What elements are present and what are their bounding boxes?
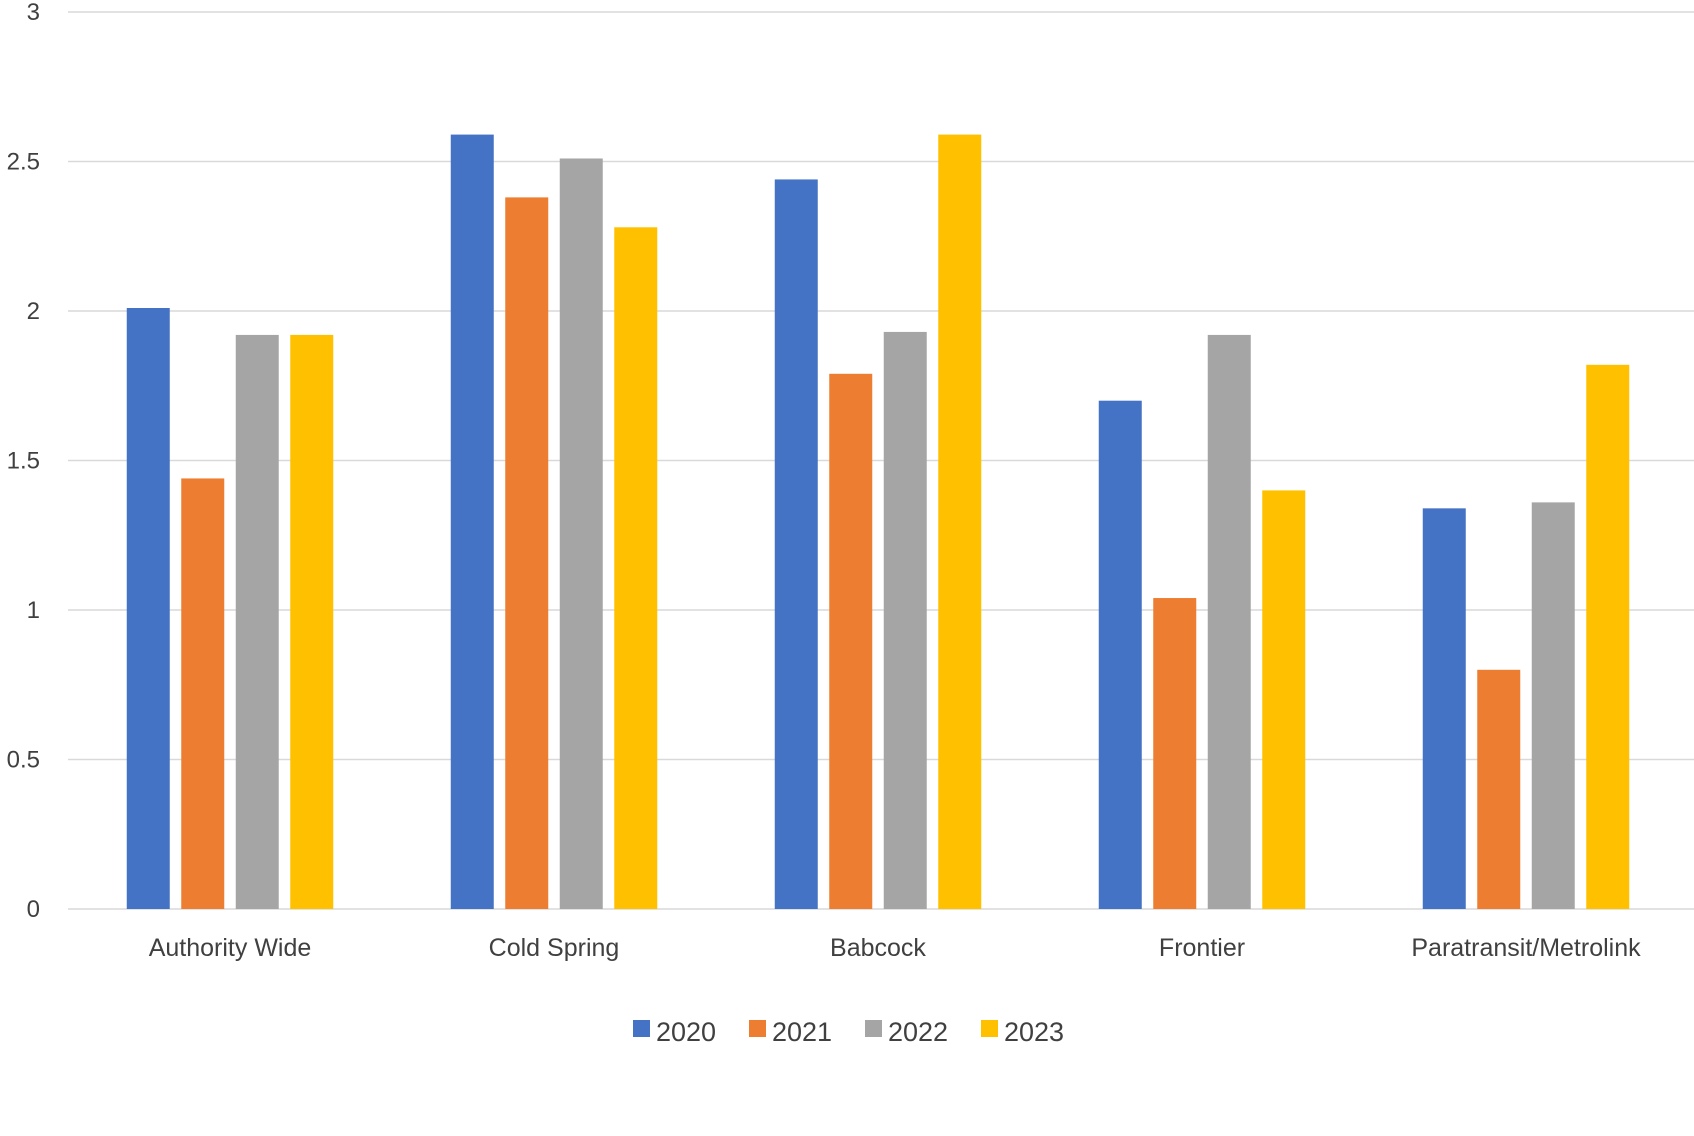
bar [1586, 364, 1630, 909]
legend-label: 2020 [656, 1017, 716, 1047]
bar [450, 134, 494, 910]
bar [614, 227, 658, 909]
legend-swatch [981, 1020, 998, 1037]
y-tick-label: 1 [27, 597, 40, 624]
bar [938, 134, 982, 910]
legend-swatch [865, 1020, 882, 1037]
bar [1262, 490, 1306, 909]
bar [1207, 334, 1251, 909]
bar [235, 334, 279, 909]
legend-label: 2022 [888, 1017, 948, 1047]
bar [559, 158, 603, 909]
bars [126, 134, 1630, 910]
bar [290, 334, 334, 909]
bar [829, 373, 873, 909]
legend-swatch [749, 1020, 766, 1037]
y-tick-label: 0.5 [7, 747, 40, 774]
legend: 2020 2021 2022 2023 [633, 1017, 1064, 1047]
y-tick-label: 2.5 [7, 149, 40, 176]
x-category-label: Babcock [830, 934, 926, 962]
bar [181, 478, 225, 909]
legend-swatch [633, 1020, 650, 1037]
bar [505, 197, 549, 909]
bar [1422, 508, 1466, 909]
legend-label: 2021 [772, 1017, 832, 1047]
bar [1153, 598, 1197, 909]
y-tick-label: 1.5 [7, 448, 40, 475]
y-tick-label: 0 [27, 896, 40, 923]
bar [1477, 669, 1521, 909]
y-axis-ticks: 0 0.5 1 1.5 2 2.5 3 [7, 0, 40, 923]
x-category-label: Authority Wide [149, 934, 312, 962]
legend-label: 2023 [1004, 1017, 1064, 1047]
x-category-label: Cold Spring [489, 934, 620, 962]
x-category-label: Paratransit/Metrolink [1411, 934, 1641, 962]
y-tick-label: 2 [27, 298, 40, 325]
bar [774, 179, 818, 909]
x-axis-labels: Authority Wide Cold Spring Babcock Frontier… [149, 934, 1641, 962]
bar [1531, 502, 1575, 909]
bar [126, 308, 170, 909]
x-category-label: Frontier [1159, 934, 1245, 962]
y-tick-label: 3 [27, 0, 40, 26]
bar [883, 331, 927, 909]
gridlines [68, 11, 1694, 910]
bar [1098, 400, 1142, 909]
